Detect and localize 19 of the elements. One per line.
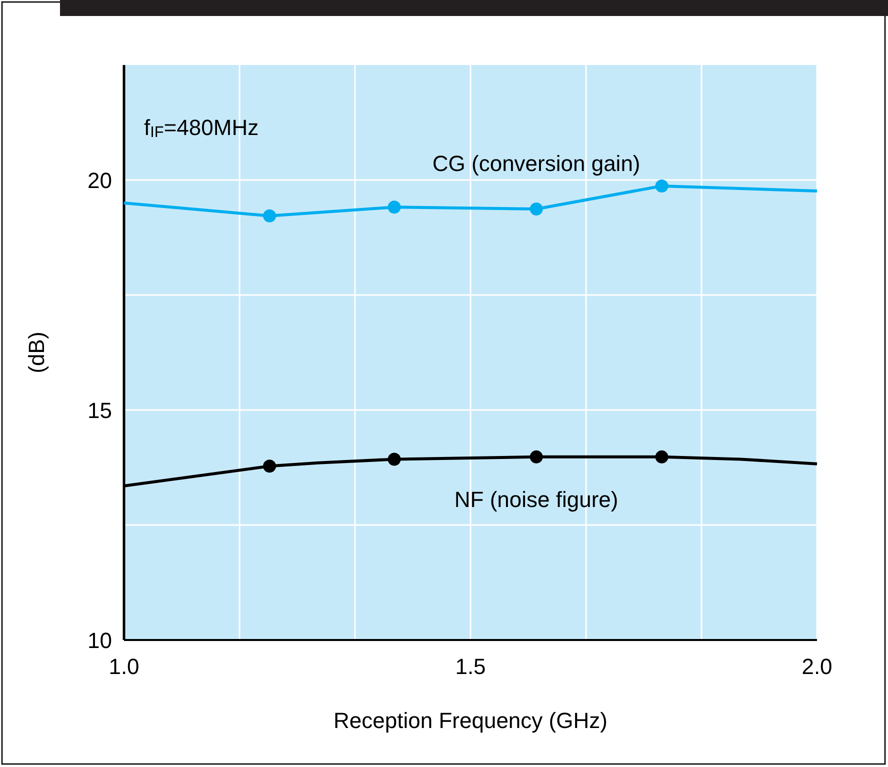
x-tick-label: 1.5 <box>455 654 486 679</box>
x-tick-label: 2.0 <box>802 654 832 679</box>
y-tick-label: 10 <box>88 628 112 653</box>
annotation: f$_{IF}$=480MHz <box>144 115 259 142</box>
point <box>263 209 276 222</box>
point <box>530 450 543 464</box>
y-tick-label: 15 <box>88 398 112 423</box>
y-axis-title: (dB) <box>24 332 49 374</box>
point <box>655 179 668 192</box>
point <box>530 202 543 216</box>
series-label: NF (noise figure) <box>454 486 618 512</box>
y-tick-label: 20 <box>88 168 112 193</box>
point <box>263 460 276 473</box>
x-tick-label: 1.0 <box>108 654 140 679</box>
point <box>655 450 668 464</box>
point <box>388 452 401 466</box>
series-label: CG (conversion gain) <box>432 150 640 176</box>
point <box>388 200 401 214</box>
x-axis-title: Reception Frequency (GHz) <box>334 708 608 733</box>
